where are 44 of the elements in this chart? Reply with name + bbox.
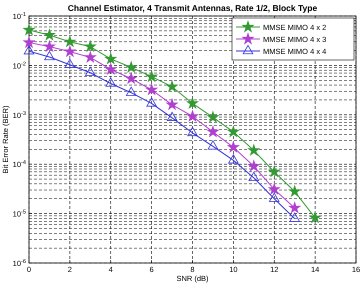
point [106,78,116,87]
point [248,160,260,172]
point [126,86,136,96]
point [207,111,219,122]
point [248,144,260,156]
point [84,40,96,52]
point [166,80,178,92]
point [269,192,280,202]
point [208,140,218,150]
point [146,84,158,95]
point [146,70,158,82]
point [166,98,178,110]
point [64,46,76,57]
point [64,58,76,68]
chart-title: Channel Estimator, 4 Transmit Antennas, Rate 1/2, Block Type [68,3,318,13]
point [288,202,300,213]
point [24,45,34,54]
point [288,186,300,196]
point [64,36,76,47]
point [228,141,240,152]
point [228,154,239,164]
point [228,126,240,137]
point [84,51,96,62]
point [105,52,116,64]
point [268,183,280,194]
point [248,172,260,181]
point [146,97,157,107]
point [289,212,300,222]
point [207,126,219,137]
point [186,97,198,108]
point [44,40,56,52]
point [187,126,198,136]
point [85,66,96,76]
point [125,72,137,84]
point [44,51,55,60]
point [166,112,178,121]
point [186,110,198,122]
point [23,36,35,48]
point [23,24,35,35]
point [268,166,280,177]
point [309,212,321,223]
point [44,29,56,40]
point [105,63,116,74]
point [125,61,137,72]
